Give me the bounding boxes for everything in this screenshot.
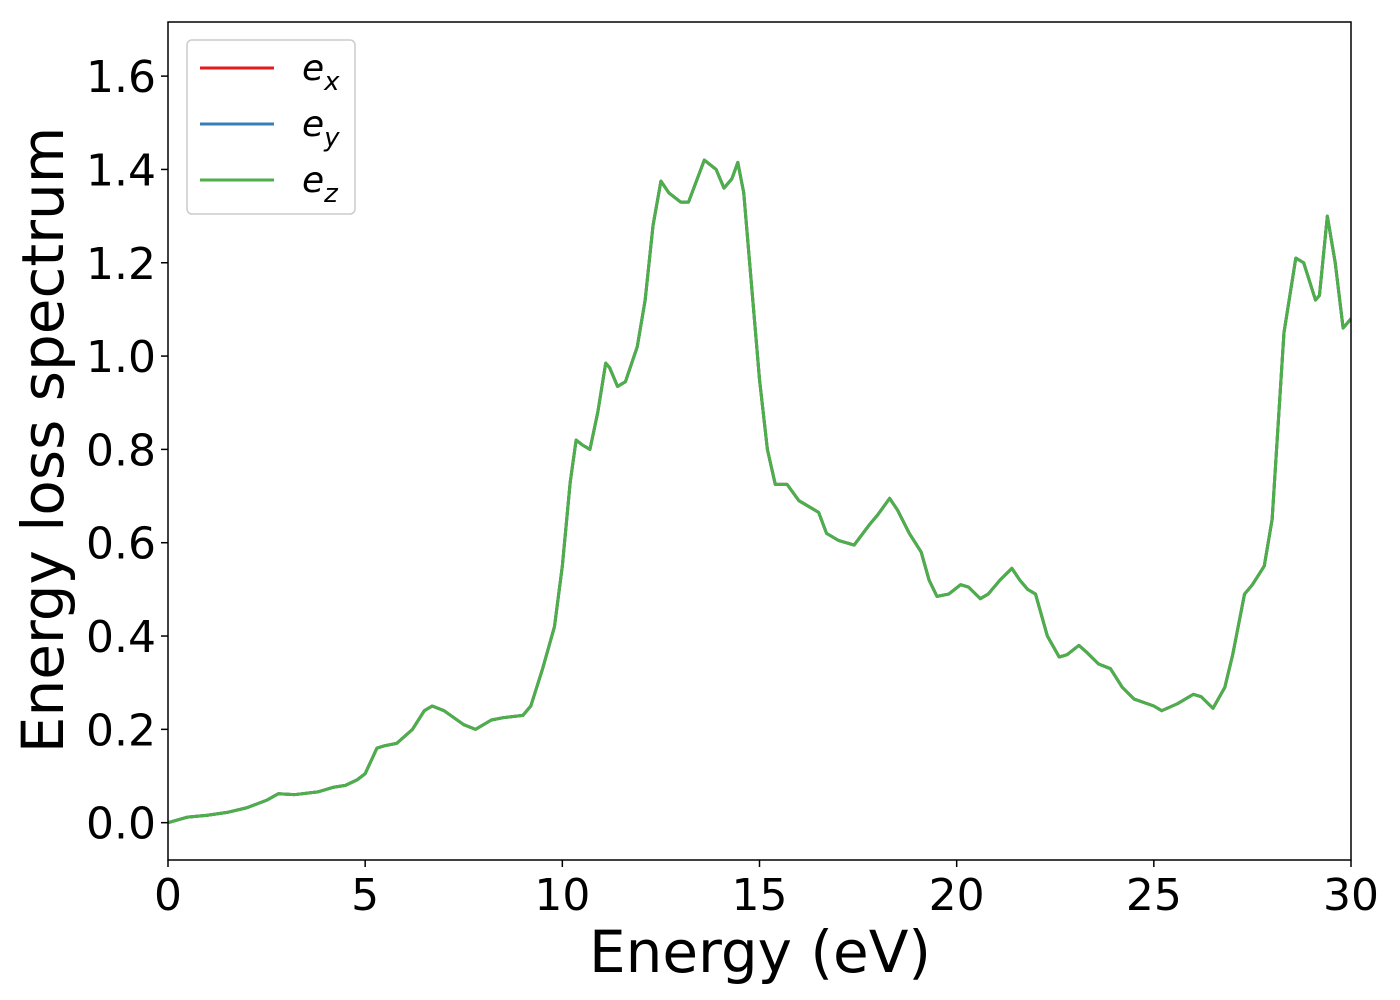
legend-subscript: z: [323, 179, 339, 209]
x-tick-label: 5: [351, 870, 379, 921]
x-tick-label: 25: [1126, 870, 1182, 921]
legend-subscript: y: [323, 123, 340, 153]
legend-label: ey: [302, 104, 340, 153]
y-tick-label: 1.2: [86, 239, 156, 290]
y-tick-label: 0.0: [86, 799, 156, 850]
y-tick-label: 1.4: [86, 145, 156, 196]
y-tick-label: 0.2: [86, 705, 156, 756]
y-tick-label: 0.4: [86, 612, 156, 663]
x-tick-label: 10: [534, 870, 590, 921]
y-tick-label: 1.0: [86, 332, 156, 383]
y-tick-label: 0.8: [86, 425, 156, 476]
x-tick-label: 30: [1323, 870, 1379, 921]
legend-subscript: x: [323, 67, 340, 97]
y-tick-label: 1.6: [86, 52, 156, 103]
x-axis-label: Energy (eV): [589, 918, 931, 986]
x-tick-label: 0: [154, 870, 182, 921]
plot-frame: [167, 21, 1352, 861]
x-tick-label: 20: [929, 870, 985, 921]
legend-box: [186, 39, 356, 215]
line: [168, 158, 1351, 825]
y-axis-label: Energy loss spectrum: [9, 127, 77, 753]
y-tick-label: 0.6: [86, 519, 156, 570]
x-tick-label: 15: [732, 870, 788, 921]
